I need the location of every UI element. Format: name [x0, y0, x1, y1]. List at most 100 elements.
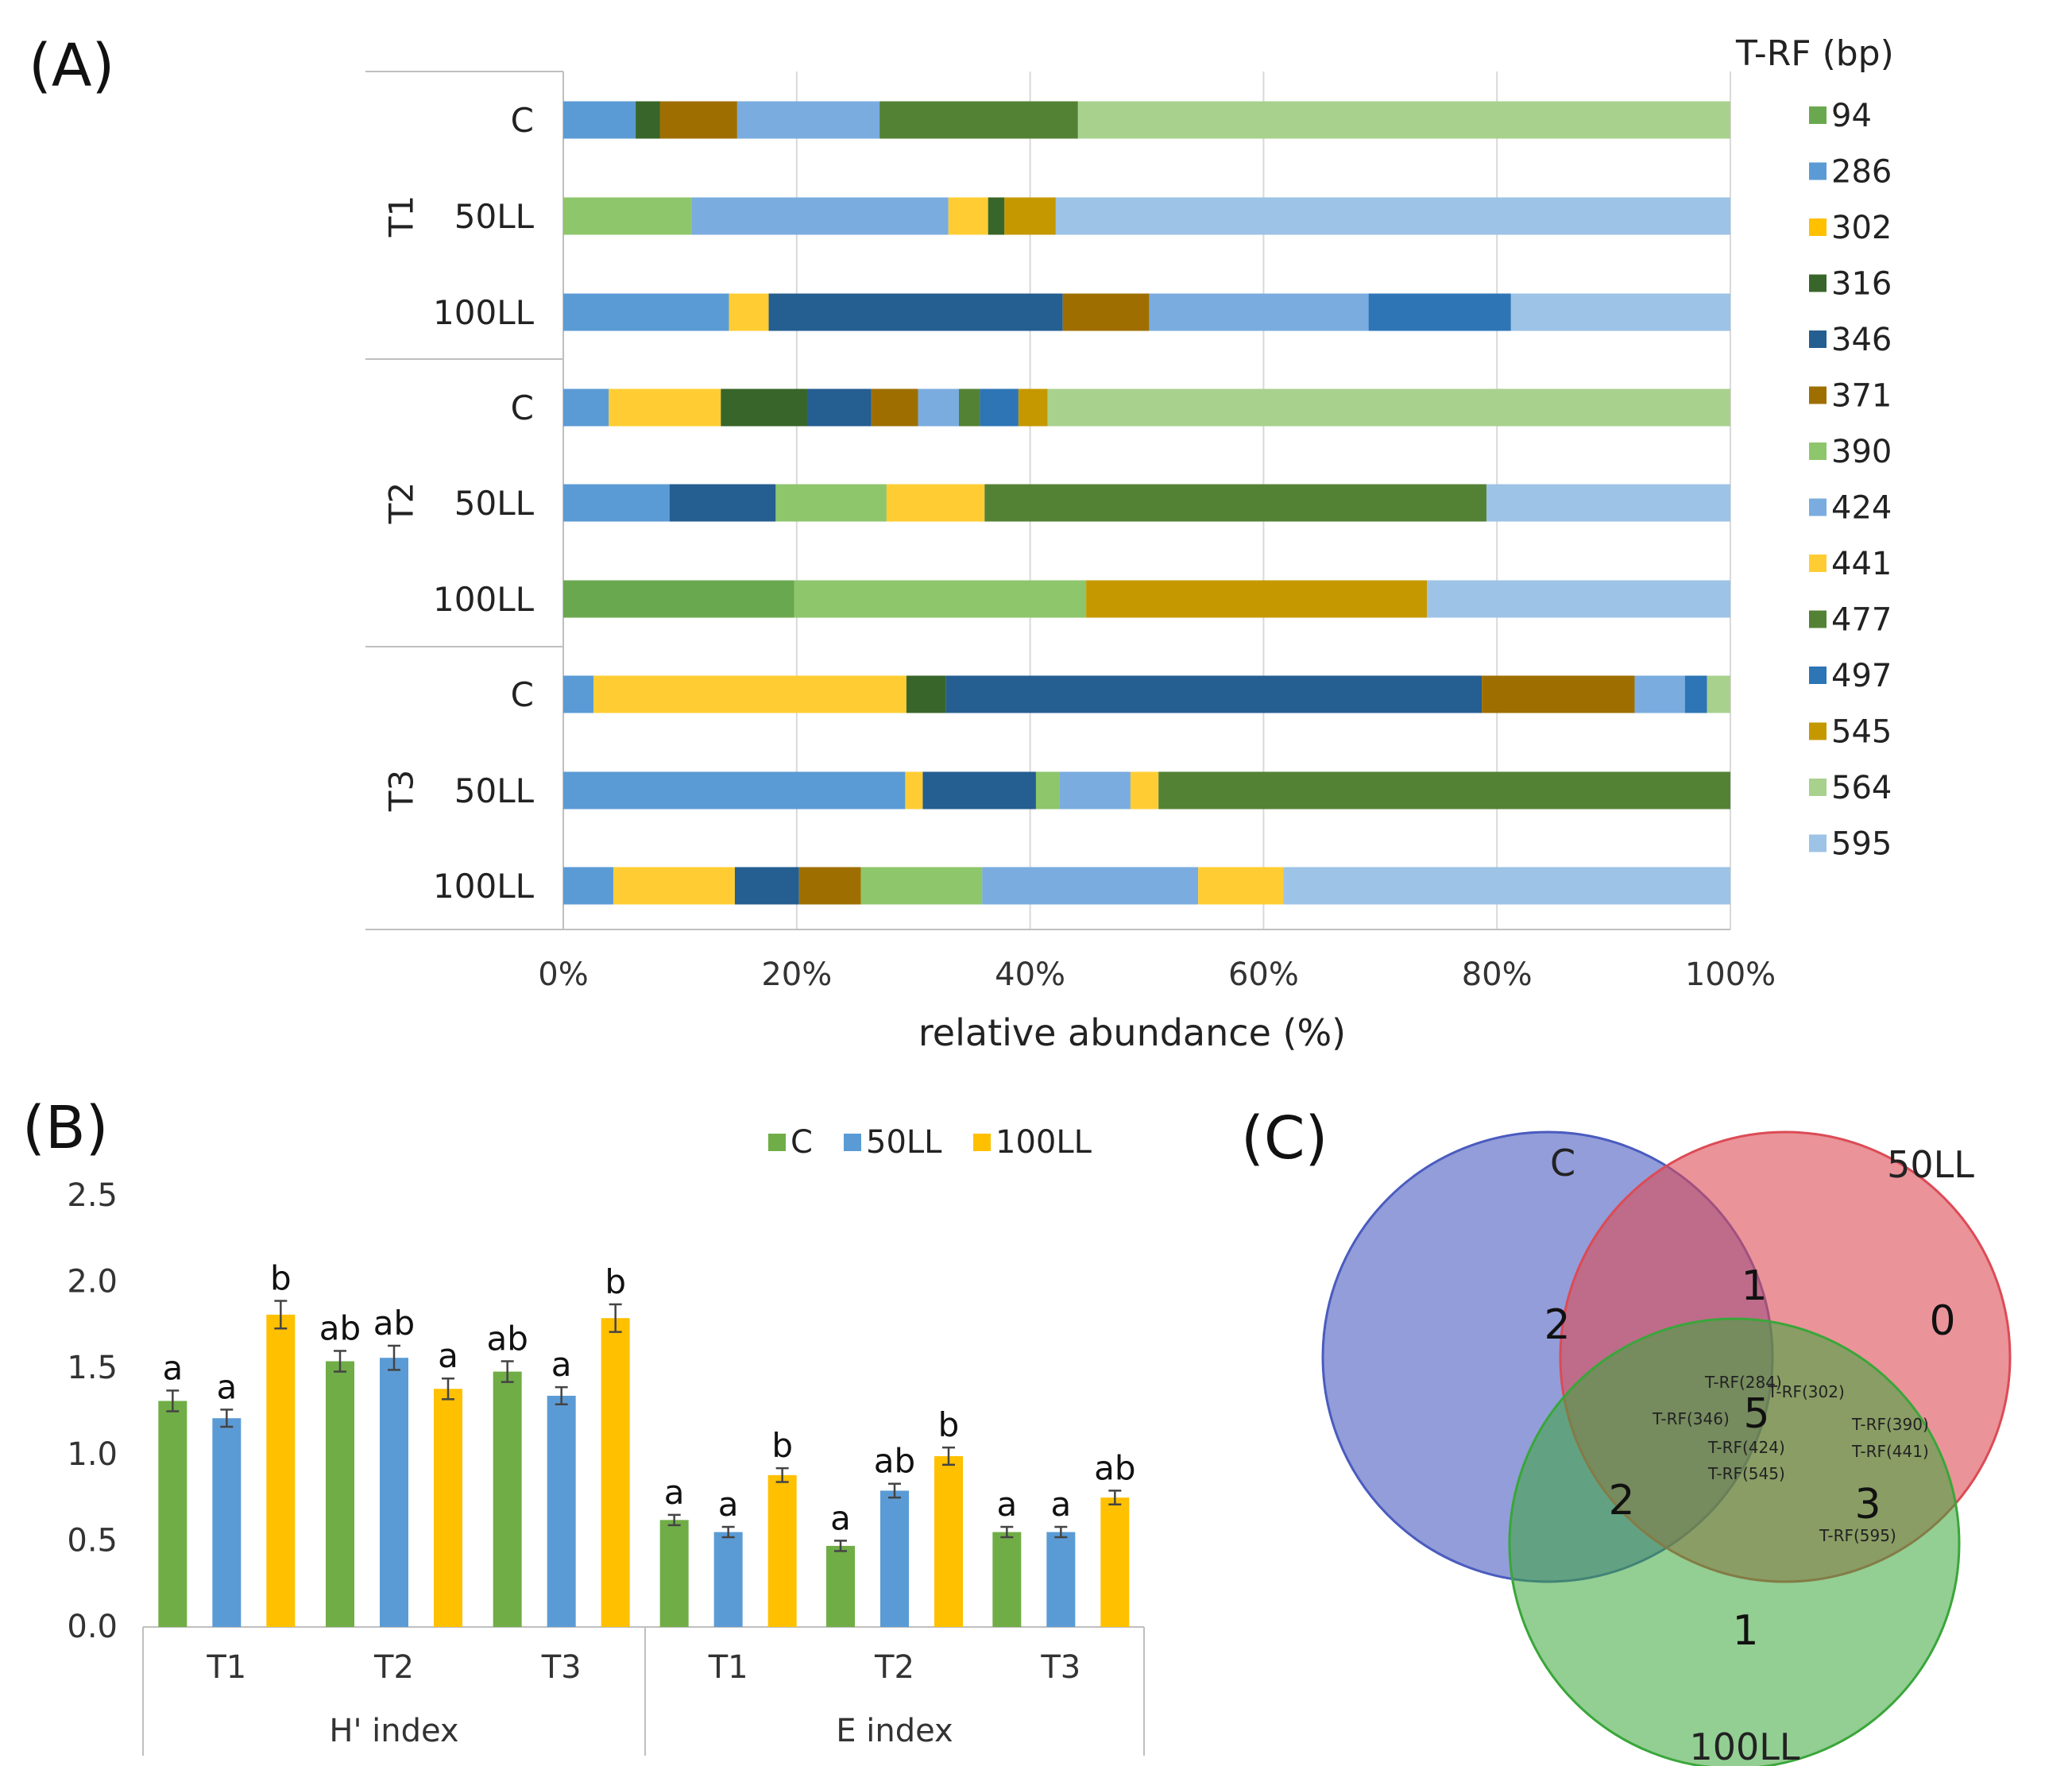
a-bar-segment [1004, 197, 1056, 235]
b-bar [380, 1358, 408, 1627]
a-x-tick-label: 100% [1685, 956, 1776, 993]
a-x-tick-label: 0% [538, 956, 588, 993]
venn-region-all: 5 [1743, 1390, 1769, 1438]
a-x-ticks: 0% 20% 40% 60% 80% 100% [538, 956, 1776, 993]
a-bar-segment [879, 101, 1078, 139]
b-significance-letter: a [216, 1367, 237, 1406]
a-legend-label: 286 [1831, 154, 1892, 191]
venn-region-c-50ll: 1 [1741, 1262, 1767, 1310]
a-bar-segment [905, 771, 923, 810]
b-significance-letter: b [605, 1262, 626, 1301]
a-bar-segment [563, 675, 594, 713]
a-bar-segment [691, 197, 949, 235]
a-bar-segment [721, 388, 808, 427]
b-y-tick-label: 0.0 [67, 1609, 118, 1645]
a-row-label: C [511, 101, 534, 140]
venn-diagram: C 50LL 100LL 2 0 1 1 2 3 5 T-RF(284) T-R… [1321, 1130, 2012, 1766]
b-bar [826, 1545, 855, 1627]
venn-region-c-only: 2 [1544, 1301, 1570, 1349]
b-significance-letter: ab [1094, 1448, 1135, 1487]
a-legend-swatch [1809, 274, 1827, 292]
a-bar-segment [1283, 867, 1730, 905]
a-x-tick-label: 40% [995, 956, 1065, 993]
a-bar-segment [958, 388, 980, 427]
b-bar [1046, 1532, 1076, 1627]
a-legend-label: 497 [1831, 658, 1892, 694]
a-legend-label: 316 [1831, 266, 1892, 303]
a-bar-segment [734, 867, 799, 905]
a-legend-swatch [1809, 330, 1827, 348]
b-category-label: T2 [874, 1649, 914, 1686]
a-row-label: C [511, 675, 534, 714]
b-bar [659, 1520, 689, 1627]
b-bar [713, 1532, 743, 1627]
b-bar [934, 1455, 963, 1627]
a-bar-segment [982, 867, 1199, 905]
a-bar-segment [1047, 388, 1730, 427]
a-bar-segment [1086, 580, 1428, 618]
b-legend-swatch [768, 1134, 786, 1151]
a-bar-segment [984, 484, 1486, 522]
venn-note-all-2: T-RF(346) [1652, 1409, 1730, 1428]
panel-label-b: (B) [22, 1094, 109, 1162]
b-legend-label: 100LL [995, 1124, 1092, 1161]
a-row-label: 100LL [433, 293, 535, 332]
a-row-label: 50LL [454, 771, 535, 810]
a-legend-swatch [1809, 667, 1827, 684]
b-legend-swatch [844, 1134, 861, 1151]
a-bar-segment [1055, 197, 1730, 235]
venn-region-100ll-only: 1 [1732, 1607, 1758, 1655]
a-bar-segment [1198, 867, 1284, 905]
b-group-label: H' index [329, 1713, 458, 1749]
a-x-tick-label: 60% [1228, 956, 1299, 993]
a-x-tick-label: 20% [761, 956, 832, 993]
a-bar-segment [871, 388, 918, 427]
a-bar-segment [1427, 580, 1730, 618]
a-bar-segment [563, 293, 729, 331]
a-row-label: 100LL [433, 580, 535, 619]
a-legend-swatch [1809, 386, 1827, 404]
a-bar-segment [736, 101, 880, 139]
a-legend-swatch [1809, 218, 1827, 236]
b-significance-letter: b [771, 1426, 793, 1465]
b-legend-label: C [791, 1124, 813, 1161]
a-legend-label: 477 [1831, 602, 1892, 639]
b-significance-letter: a [438, 1336, 458, 1375]
b-bar [326, 1361, 354, 1627]
b-y-tick-label: 0.5 [67, 1522, 118, 1559]
a-legend-swatch [1809, 834, 1827, 852]
a-legend-label: 302 [1831, 210, 1892, 246]
a-bar-segment [729, 293, 769, 331]
b-significance-letter: ab [319, 1308, 361, 1347]
a-bar-segment [1018, 388, 1048, 427]
a-bar-segment [918, 388, 959, 427]
a-legend-label: 595 [1831, 826, 1892, 863]
b-legend: C 50LL 100LL [768, 1124, 1092, 1161]
a-row-label: 100LL [433, 867, 535, 906]
a-bar-segment [1634, 675, 1685, 713]
b-significance-letter: ab [373, 1304, 415, 1343]
a-bar-segment [1368, 293, 1511, 331]
a-bar-segment [563, 867, 614, 905]
b-bar [493, 1371, 522, 1627]
a-bar-segment [669, 484, 776, 522]
a-row-label: C [511, 388, 534, 427]
b-significance-letter: a [551, 1345, 572, 1384]
b-bar [266, 1314, 296, 1627]
a-bar-segment [1149, 293, 1369, 331]
panel-label-c: (C) [1241, 1104, 1328, 1173]
b-bar [767, 1474, 797, 1627]
a-legend-swatch [1809, 162, 1827, 180]
a-legend-swatch [1809, 610, 1827, 628]
panel-label-a: (A) [29, 32, 114, 100]
a-legend-swatch [1809, 779, 1827, 796]
b-y-tick-label: 2.0 [67, 1264, 118, 1300]
a-bar-segment [794, 580, 1087, 618]
a-legend-label: 545 [1831, 714, 1892, 751]
a-bar-segment [609, 388, 721, 427]
a-bar-segment [1707, 675, 1730, 713]
a-row-labels: T1 C 50LL 100LL T2 C 50LL 100LL T3 C 50LL 100LL [382, 101, 535, 906]
a-legend-label: 346 [1831, 322, 1892, 358]
a-bar-segment [768, 293, 1063, 331]
